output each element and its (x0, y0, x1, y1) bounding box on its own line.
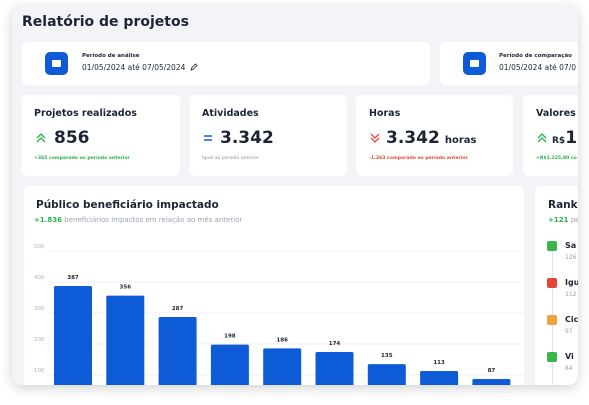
subtitle-text: pe (570, 216, 578, 224)
subtitle-text: beneficiários impactos em relação ao mês… (64, 216, 243, 224)
ranking-name: Cic (565, 315, 578, 324)
data-label: 387 (67, 275, 79, 281)
stat-title: Valores a (536, 108, 578, 119)
data-label: 113 (433, 360, 445, 366)
bar (472, 379, 511, 385)
stat-card: Valores a R$18 +R$1.325,90 co (523, 95, 578, 176)
calendar-icon (463, 52, 486, 75)
stat-title: Atividades (202, 108, 259, 119)
ranking-icon (547, 278, 557, 288)
stat-value: 3.342 (386, 128, 440, 148)
y-tick-label: 500 (34, 244, 45, 250)
up-icon (537, 133, 547, 143)
bar (210, 344, 249, 385)
stat-note: +365 comparado ao período anterior (34, 156, 130, 161)
stat-title: Horas (369, 108, 401, 119)
ranking-name: Sa (565, 241, 577, 250)
down-icon (370, 133, 380, 143)
stat-note: +R$1.325,90 co (536, 156, 577, 161)
chart-title: Público beneficiário impactado (36, 199, 219, 211)
period-label: Período de análise (82, 53, 140, 59)
bar (54, 286, 92, 385)
bar-chart: 100 200 300 400 500 387 356 287 198 186 174 135 113 8… (34, 244, 524, 385)
calendar-icon (45, 52, 68, 75)
subtitle-value: +121 (548, 216, 569, 224)
stat-currency: R$ (552, 136, 566, 146)
stat-note: -1.263 comparado ao período anterior (369, 156, 468, 161)
data-label: 186 (276, 337, 288, 343)
page-title: Relatório de projetos (22, 14, 189, 30)
ranking-name: Igu (565, 278, 578, 287)
ranking-value: 97 (565, 328, 573, 335)
stat-value-group: R$18 (552, 128, 578, 148)
ranking-value: 84 (565, 365, 573, 372)
stat-unit: horas (444, 135, 477, 146)
period-range-text: 01/05/2024 até 07/05/2024 (82, 63, 186, 72)
ranking-subtitle: +121 pe (548, 216, 578, 224)
data-label: 135 (381, 353, 393, 359)
period-card[interactable]: Período de análise 01/05/2024 até 07/05/… (22, 42, 430, 85)
chart-subtitle: +1.836 beneficiários impactos em relação… (34, 216, 242, 224)
bar (263, 348, 302, 385)
period-range: 01/05/2024 até 07/05/2024 (82, 63, 198, 72)
bar (106, 295, 145, 385)
bar (315, 352, 354, 385)
stat-card: Atividades 3.342 Igual ao período anteri… (190, 95, 347, 176)
bar (420, 370, 459, 385)
period-card[interactable]: Período de comparação 01/05/2024 até 07/… (440, 42, 578, 85)
up-icon (36, 133, 46, 143)
y-tick-label: 100 (34, 368, 45, 374)
ranking-value: 126 (565, 254, 577, 261)
ranking-icon (547, 352, 557, 362)
ranking-icon (547, 241, 557, 251)
subtitle-value: +1.836 (34, 216, 63, 224)
ranking-name: Vi (565, 352, 574, 361)
data-label: 87 (488, 368, 496, 374)
equal-icon (204, 135, 212, 141)
ranking-title: Ranki (548, 199, 578, 211)
stat-card: Projetos realizados 856 +365 comparado a… (22, 95, 180, 176)
y-tick-label: 400 (34, 275, 45, 281)
data-label: 287 (172, 306, 184, 312)
ranking-icon (547, 315, 557, 325)
data-label: 356 (120, 285, 132, 291)
ranking-value: 112 (565, 291, 577, 298)
edit-icon[interactable] (190, 63, 198, 71)
stat-title: Projetos realizados (34, 108, 137, 119)
stat-value: 3.342 (220, 128, 274, 148)
period-label: Período de comparação (499, 53, 572, 59)
data-label: 198 (224, 334, 236, 340)
period-range: 01/05/2024 até 07/0 (499, 63, 576, 72)
stat-value-group: 3.342 horas (386, 128, 477, 148)
data-label: 174 (329, 341, 341, 347)
bar (367, 364, 406, 385)
window: Relatório de projetos Período de análise… (12, 5, 578, 385)
y-tick-label: 200 (34, 337, 45, 343)
bar (158, 317, 197, 385)
y-tick-label: 300 (34, 306, 45, 312)
ranking-card: Ranki +121 pe Sa 126 Igu 112 Cic 97 Vi 84 (535, 186, 578, 385)
chart-card: Público beneficiário impactado +1.836 be… (24, 186, 524, 385)
stat-value: 856 (54, 128, 90, 148)
stat-value: 18 (565, 128, 578, 148)
stat-card: Horas 3.342 horas -1.263 comparado ao pe… (356, 95, 513, 176)
stat-note: Igual ao período anterior (202, 156, 259, 161)
